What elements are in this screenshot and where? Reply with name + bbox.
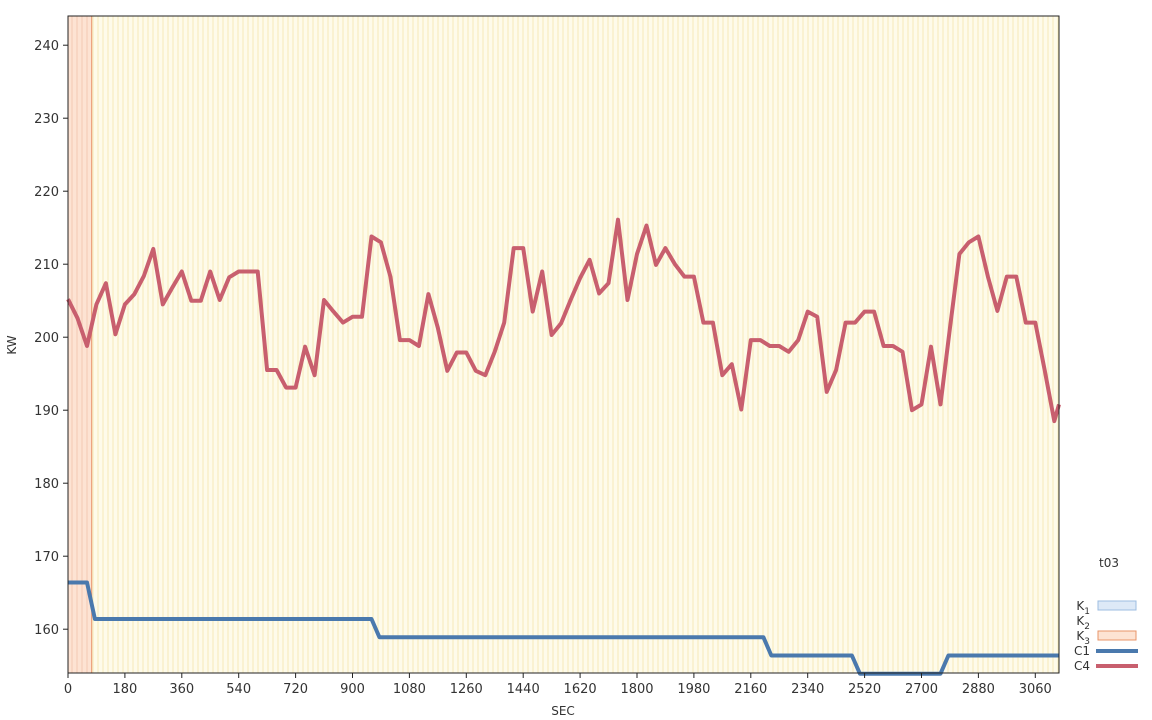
x-tick-label: 1800 (620, 682, 653, 697)
series-c1-line (68, 580, 1059, 676)
x-tick-label: 1440 (507, 682, 540, 697)
background-stripes (72, 16, 1059, 673)
x-tick-label: 720 (283, 682, 308, 697)
x-axis-title: SEC (551, 704, 575, 718)
legend-swatch-k2 (1098, 616, 1136, 625)
y-tick-label: 220 (34, 185, 59, 200)
x-axis: 0 180 360 540 720 900 1080 1260 1440 1620 1800 1980… (64, 673, 1052, 697)
legend-label-c4: C4 (1074, 659, 1090, 673)
x-tick-label: 2340 (791, 682, 824, 697)
x-tick-label: 1620 (564, 682, 597, 697)
x-tick-label: 360 (169, 682, 194, 697)
legend-label-c1: C1 (1074, 644, 1090, 658)
x-tick-label: 1980 (677, 682, 710, 697)
x-tick-label: 180 (112, 682, 137, 697)
y-tick-label: 200 (34, 331, 59, 346)
series-c4-line (66, 217, 1061, 424)
highlight-bands (68, 16, 93, 673)
x-tick-label: 2880 (962, 682, 995, 697)
y-tick-label: 160 (34, 623, 59, 638)
y-tick-label: 170 (34, 550, 59, 565)
y-axis: 160 170 180 190 200 210 220 230 240 (34, 39, 68, 638)
x-tick-label: 2160 (734, 682, 767, 697)
legend-swatch-k1 (1097, 600, 1137, 611)
y-axis-title: KW (5, 335, 19, 354)
y-tick-label: 180 (34, 477, 59, 492)
legend-title: t03 (1099, 556, 1119, 570)
x-tick-label: 900 (340, 682, 365, 697)
x-tick-label: 1260 (450, 682, 483, 697)
y-tick-label: 230 (34, 112, 59, 127)
x-tick-label: 540 (226, 682, 251, 697)
x-tick-label: 3060 (1019, 682, 1052, 697)
x-tick-label: 2520 (848, 682, 881, 697)
plot-frame (67, 15, 1060, 674)
y-tick-label: 210 (34, 258, 59, 273)
legend-swatch-k3 (1097, 630, 1137, 641)
x-tick-label: 2700 (905, 682, 938, 697)
y-tick-label: 190 (34, 404, 59, 419)
band-k3 (68, 16, 92, 673)
y-tick-label: 240 (34, 39, 59, 54)
series-layer (66, 217, 1061, 676)
x-tick-label: 1080 (393, 682, 426, 697)
x-tick-label: 0 (64, 682, 72, 697)
